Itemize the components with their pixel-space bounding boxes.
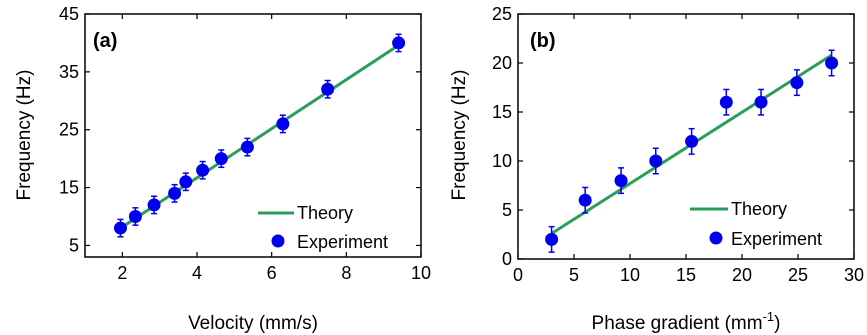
x-tick-label-a: 10 — [411, 263, 431, 283]
x-axis-label-b-close: ) — [774, 313, 780, 334]
x-tick-label-b: 30 — [844, 265, 864, 285]
y-tick-label-a: 25 — [59, 120, 79, 140]
x-axis-label-a: Velocity (mm/s) — [188, 313, 318, 334]
data-point-b — [578, 193, 592, 207]
plot-frame-a — [84, 13, 422, 258]
legend-a: Theory Experiment — [258, 203, 388, 252]
legend-theory-label-b: Theory — [731, 199, 787, 219]
x-tick-label-b: 10 — [620, 265, 640, 285]
panel-a: 2 4 6 8 10 5 15 25 35 45 (a) Velocity (mm/s) Freq… — [14, 4, 431, 334]
panel-label-b: (b) — [530, 30, 556, 52]
y-tick-label-a: 35 — [59, 62, 79, 82]
data-point-a — [179, 175, 193, 189]
data-point-b — [545, 232, 559, 246]
y-tick-label-b: 0 — [502, 249, 512, 269]
x-tick-label-a: 6 — [267, 263, 277, 283]
legend-experiment-label-a: Experiment — [297, 232, 388, 252]
y-tick-label-b: 15 — [492, 102, 512, 122]
x-tick-label-b: 15 — [676, 265, 696, 285]
x-tick-label-a: 8 — [341, 263, 351, 283]
y-axis-label-b: Frequency (Hz) — [449, 70, 470, 201]
data-point-b — [649, 154, 663, 168]
panel-b: 0 5 10 15 20 25 30 0 5 10 15 20 25 (b) Phase gradien… — [449, 4, 864, 334]
y-tick-label-b: 5 — [502, 200, 512, 220]
panel-label-a: (a) — [93, 30, 117, 52]
x-tick-label-a: 2 — [117, 263, 127, 283]
y-tick-label-a: 15 — [59, 178, 79, 198]
data-point-a — [113, 221, 127, 235]
x-axis-label-b-sup: -1 — [763, 309, 775, 324]
data-point-a — [392, 36, 406, 50]
x-axis-label-b: Phase gradient (mm-1) — [592, 309, 781, 334]
data-point-b — [685, 134, 699, 148]
data-point-b — [754, 95, 768, 109]
data-point-a — [128, 210, 142, 223]
x-tick-label-a: 4 — [192, 263, 202, 283]
legend-experiment-label-b: Experiment — [731, 229, 822, 249]
legend-theory-label-a: Theory — [297, 203, 353, 223]
x-tick-label-b: 5 — [569, 265, 579, 285]
data-point-a — [196, 163, 210, 177]
x-axis-label-b-main: Phase gradient (mm — [592, 313, 763, 334]
data-point-a — [240, 140, 254, 154]
x-tick-label-b: 20 — [732, 265, 752, 285]
y-tick-label-b: 25 — [492, 4, 512, 24]
y-tick-label-a: 5 — [69, 235, 79, 255]
y-tick-label-b: 20 — [492, 53, 512, 73]
theory-line-a — [119, 43, 400, 230]
data-point-a — [214, 152, 228, 166]
data-point-b — [825, 56, 839, 70]
data-point-b — [719, 95, 733, 109]
legend-b: Theory Experiment — [690, 199, 822, 249]
data-point-a — [168, 186, 182, 200]
y-tick-label-b: 10 — [492, 151, 512, 171]
data-point-b — [790, 76, 804, 90]
legend-experiment-swatch-a — [271, 234, 285, 248]
legend-experiment-swatch-b — [709, 231, 723, 245]
data-point-b — [614, 174, 628, 188]
data-point-a — [321, 82, 335, 96]
data-point-a — [147, 198, 161, 212]
x-tick-label-b: 25 — [788, 265, 808, 285]
y-tick-label-a: 45 — [59, 4, 79, 24]
data-point-a — [276, 117, 290, 131]
y-axis-label-a: Frequency (Hz) — [14, 70, 35, 201]
x-tick-label-b: 0 — [513, 265, 523, 285]
